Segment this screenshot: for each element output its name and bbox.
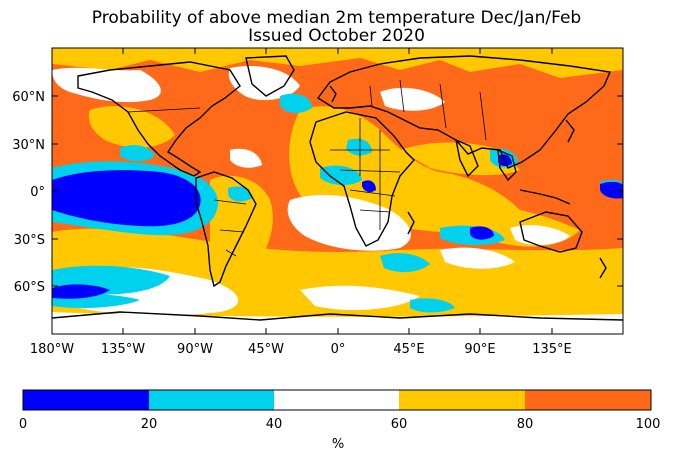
new-zealand-outline xyxy=(599,257,607,279)
colorbar-bin-40-60 xyxy=(274,390,399,410)
y-tick-label: 30°N xyxy=(12,138,45,153)
southeast-asia-outline xyxy=(497,148,517,182)
colorbar-bin-0-20 xyxy=(23,390,149,410)
x-tick-label: 45°W xyxy=(248,342,284,357)
x-tick-label: 135°W xyxy=(101,342,145,357)
colorbar-tick-label: 20 xyxy=(141,417,158,432)
colorbar-tick-label: 40 xyxy=(266,417,283,432)
y-axis-ticks xyxy=(52,95,623,287)
x-tick-label: 45°E xyxy=(393,342,424,357)
x-tick-label: 0° xyxy=(331,342,346,357)
x-axis-ticks xyxy=(51,48,553,334)
indonesia-outline xyxy=(519,189,571,205)
madagascar-outline xyxy=(407,211,415,235)
probability-map xyxy=(52,48,623,334)
uk-outline xyxy=(329,85,337,103)
greenland-outline xyxy=(245,55,295,97)
x-tick-label: 90°E xyxy=(464,342,495,357)
coastlines xyxy=(52,55,623,321)
colorbar xyxy=(22,389,652,411)
africa-outline xyxy=(309,111,415,247)
y-tick-label: 60°N xyxy=(12,90,45,105)
x-tick-label: 180°W xyxy=(30,342,74,357)
south-america-outline xyxy=(195,171,257,288)
colorbar-tick-label: 0 xyxy=(19,417,27,432)
india-outline xyxy=(455,138,479,178)
colorbar-tick-label: 100 xyxy=(636,417,661,432)
colorbar-tick-label: 80 xyxy=(517,417,534,432)
y-tick-label: 30°S xyxy=(14,233,45,248)
colorbar-tick-label: 60 xyxy=(391,417,408,432)
country-borders xyxy=(127,79,487,257)
map-subtitle: Issued October 2020 xyxy=(248,26,425,46)
x-tick-label: 90°W xyxy=(177,342,213,357)
map-title: Probability of above median 2m temperatu… xyxy=(91,8,582,28)
blue-regions xyxy=(52,154,623,299)
x-tick-label: 135°E xyxy=(532,342,572,357)
colorbar-frame xyxy=(22,389,652,411)
colorbar-bin-80-100 xyxy=(525,390,651,410)
antarctica-outline xyxy=(52,311,623,321)
colorbar-bin-60-80 xyxy=(399,390,525,410)
japan-outline xyxy=(565,119,575,143)
y-tick-label: 60°S xyxy=(14,280,45,295)
y-tick-label: 0° xyxy=(30,185,45,200)
australia-outline xyxy=(519,211,583,253)
eurasia-outline xyxy=(316,55,612,169)
colorbar-unit-label: % xyxy=(332,437,344,452)
colorbar-bin-20-40 xyxy=(149,390,274,410)
